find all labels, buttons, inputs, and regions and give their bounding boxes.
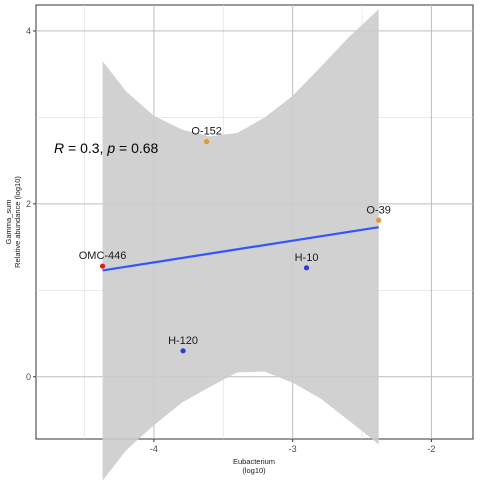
y-axis-title-line1: Gamma_sum [4,199,13,244]
points-layer [99,138,382,354]
x-axis-title-line1: Eubacterium [233,457,275,466]
r-label: R [54,140,64,156]
x-tick-label: -4 [150,444,158,454]
x-tick-label: -2 [427,444,435,454]
point-labels-layer: OMC-446 O-152 H-10 H-120 O-39 [79,126,391,347]
x-axis-title-line2: (log10) [242,466,266,475]
data-point [99,263,106,269]
fit-line-layer [102,226,379,272]
data-point [376,217,382,223]
x-tick-label: -3 [289,444,297,454]
data-point [303,265,310,271]
data-point [180,348,186,354]
band-fill-layer [102,9,379,480]
y-tick-label: 4 [26,26,31,36]
y-axis-title-line2: Relative abundance (log10) [13,176,22,268]
r-value: = 0.3, [64,140,107,156]
data-point [204,138,210,145]
y-tick-label: 0 [26,372,31,382]
r-annotation: R = 0.3, p = 0.68 [54,140,159,156]
point-label: O-39 [366,204,390,216]
confidence-band [102,9,379,480]
point-label: H-10 [295,252,319,264]
y-ticks-layer: 0 2 4 [26,26,36,382]
plot-panel [35,4,474,440]
point-label: H-120 [168,335,198,347]
x-ticks-layer: -4 -3 -2 [150,439,435,454]
p-label: p [106,140,115,156]
fit-line [102,226,379,272]
p-value: = 0.68 [115,140,158,156]
y-tick-label: 2 [26,199,31,209]
point-label: OMC-446 [79,250,127,262]
point-label: O-152 [191,126,222,138]
